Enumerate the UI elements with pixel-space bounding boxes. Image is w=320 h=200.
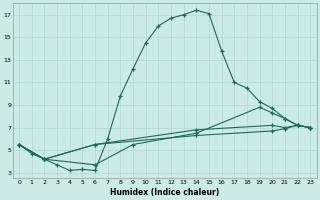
X-axis label: Humidex (Indice chaleur): Humidex (Indice chaleur) bbox=[110, 188, 219, 197]
